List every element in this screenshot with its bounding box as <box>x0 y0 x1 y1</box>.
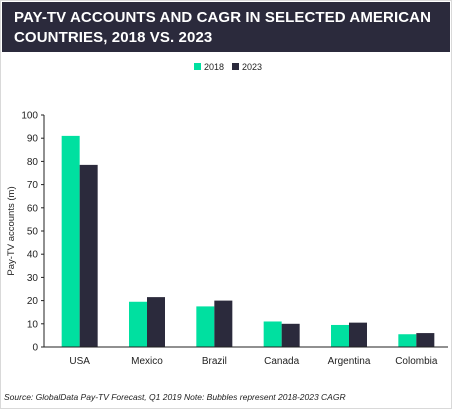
bars <box>61 135 435 347</box>
bar-canada-2023 <box>281 323 300 347</box>
bar-argentina-2023 <box>349 322 367 347</box>
legend: 2018 2023 <box>194 62 262 72</box>
bar-chart: 2018 2023 Pay-TV accounts (m) 0 10 20 30 40 50… <box>6 62 448 367</box>
bar-brazil-2023 <box>214 300 233 347</box>
y-tick-label: 10 <box>27 319 39 330</box>
y-tick-label: 80 <box>27 157 39 168</box>
bar-argentina-2018 <box>331 324 349 347</box>
y-axis: 0 10 20 30 40 50 60 70 80 90 100 <box>21 111 45 354</box>
x-tick-label: Canada <box>264 356 299 367</box>
y-tick-label: 50 <box>27 227 39 238</box>
x-tick-label: Colombia <box>395 356 438 367</box>
bar-colombia-2023 <box>416 333 435 347</box>
x-tick-label: USA <box>69 356 90 367</box>
bar-mexico-2023 <box>147 297 165 347</box>
bar-brazil-2018 <box>196 306 215 347</box>
bar-usa-2023 <box>79 164 98 347</box>
bar-canada-2018 <box>263 321 282 347</box>
y-tick-label: 40 <box>27 250 39 261</box>
title-bar: PAY-TV ACCOUNTS AND CAGR IN SELECTED AME… <box>2 2 450 52</box>
legend-swatch-2018 <box>194 63 201 70</box>
y-tick-label: 0 <box>32 343 38 354</box>
chart-title: PAY-TV ACCOUNTS AND CAGR IN SELECTED AME… <box>14 9 432 46</box>
legend-swatch-2023 <box>232 63 239 70</box>
y-tick-label: 30 <box>27 273 39 284</box>
legend-label-2023: 2023 <box>242 62 262 72</box>
x-tick-label: Brazil <box>202 356 227 367</box>
x-axis: USA Mexico Brazil Canada Argentina Colombia <box>44 346 448 367</box>
bar-mexico-2018 <box>129 301 147 347</box>
y-tick-label: 70 <box>27 180 39 191</box>
y-tick-label: 60 <box>27 203 39 214</box>
bar-colombia-2018 <box>398 334 417 347</box>
y-tick-label: 100 <box>21 111 38 122</box>
bar-usa-2018 <box>61 135 80 347</box>
x-tick-label: Mexico <box>131 356 163 367</box>
source-note: Source: GlobalData Pay-TV Forecast, Q1 2… <box>4 392 346 402</box>
y-tick-label: 20 <box>27 296 39 307</box>
y-tick-label: 90 <box>27 134 39 145</box>
y-axis-label: Pay-TV accounts (m) <box>6 186 17 275</box>
legend-label-2018: 2018 <box>204 62 224 72</box>
x-tick-label: Argentina <box>328 356 371 367</box>
